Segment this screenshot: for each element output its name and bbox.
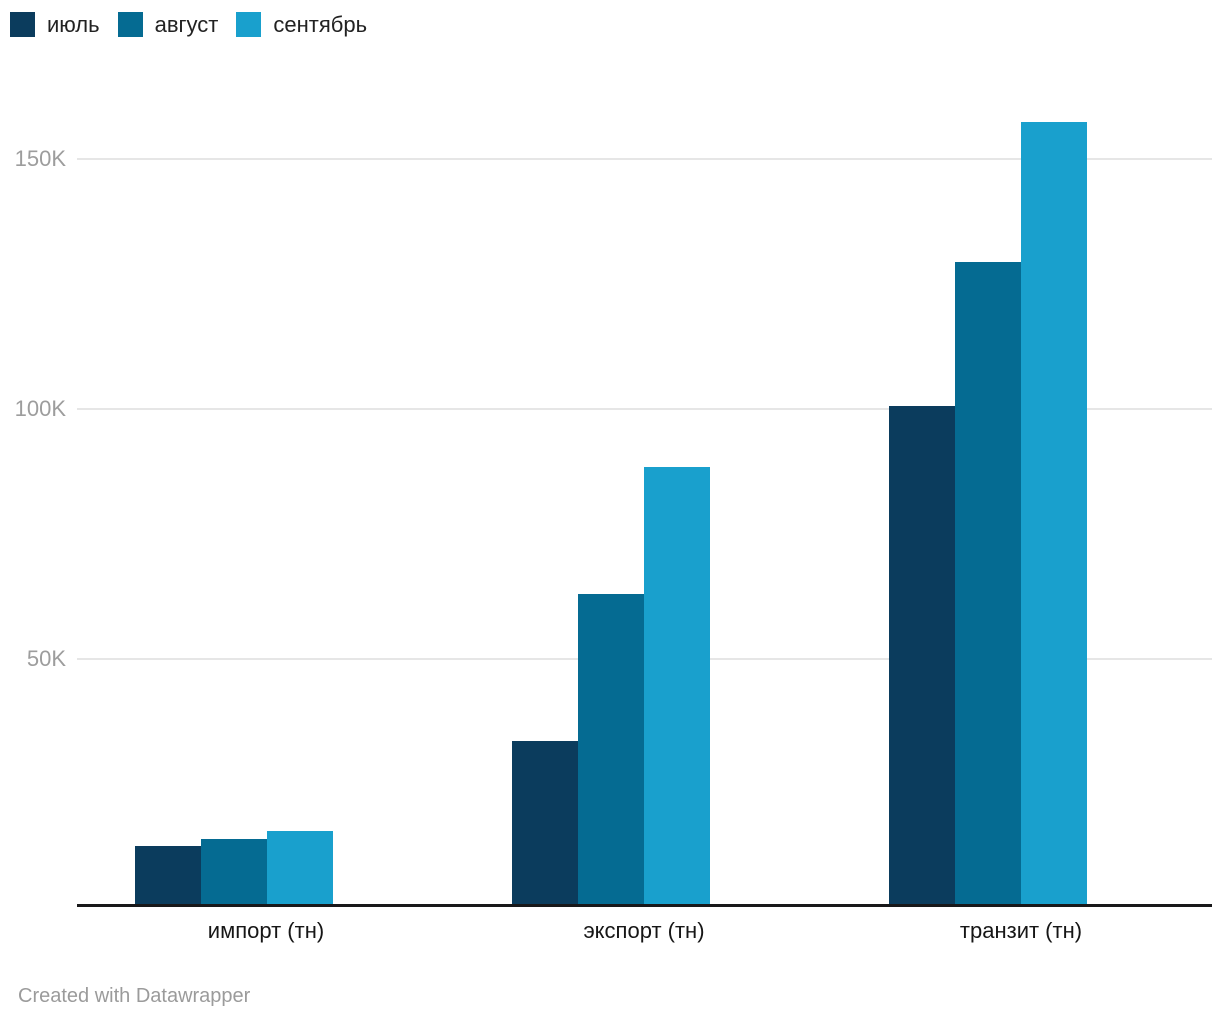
gridline-150k [77,158,1212,160]
category-label-transit: транзит (тн) [959,918,1083,943]
legend: июль август сентябрь [10,12,367,37]
bar-september-import[interactable] [267,831,333,907]
y-tick-label: 150K [14,146,66,171]
gridline-100k [77,408,1212,410]
y-tick-label: 50K [26,646,66,671]
legend-swatch-september [236,12,262,37]
legend-item-august: август [117,12,219,37]
x-axis-line [77,904,1212,907]
category-label-export: экспорт (тн) [583,918,705,943]
y-tick-label: 100K [14,396,66,421]
bar-july-export[interactable] [512,741,578,907]
legend-swatch-july [10,12,35,37]
legend-label-august: август [154,12,219,37]
attribution-link[interactable]: Created with Datawrapper [18,985,251,1007]
bar-august-export[interactable] [578,594,644,907]
bar-july-import[interactable] [135,846,201,907]
legend-item-july: июль [10,12,100,37]
bar-august-transit[interactable] [955,262,1021,907]
category-label-import: импорт (тн) [207,918,325,943]
legend-swatch-august [117,12,143,37]
bar-september-export[interactable] [644,467,710,907]
bar-july-transit[interactable] [889,406,955,907]
legend-item-september: сентябрь [236,12,367,37]
legend-label-september: сентябрь [273,12,368,37]
legend-label-july: июль [47,12,100,37]
bar-september-transit[interactable] [1021,122,1087,907]
bar-august-import[interactable] [201,839,267,907]
